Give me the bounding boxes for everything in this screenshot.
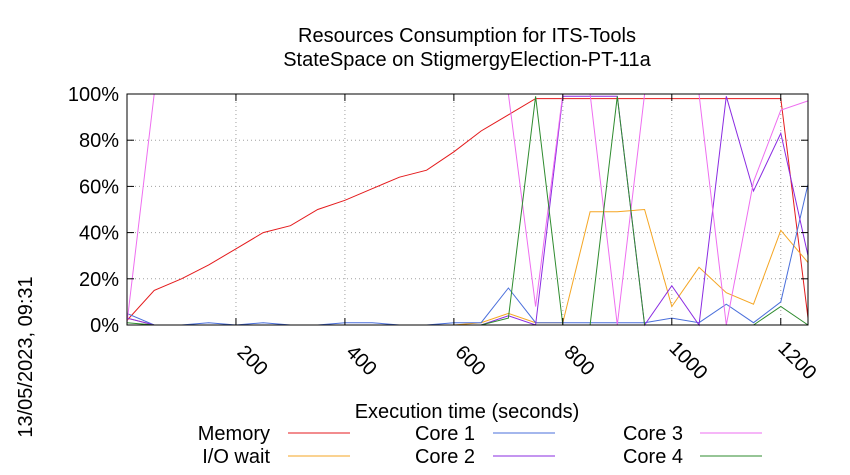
timestamp-label: 13/05/2023, 09:31 xyxy=(15,276,37,437)
x-tick-label: 400 xyxy=(342,341,381,380)
series-line-core-4 xyxy=(126,96,809,326)
x-tick-label: 200 xyxy=(233,341,272,380)
legend-label: Core 4 xyxy=(623,446,683,468)
y-tick-label: 100% xyxy=(68,84,119,106)
series-line-core-3 xyxy=(126,93,809,326)
legend-label: Core 3 xyxy=(623,423,683,445)
chart-title-line-1: Resources Consumption for ITS-Tools xyxy=(298,25,636,47)
x-tick-label: 800 xyxy=(560,341,599,380)
x-axis-label: Execution time (seconds) xyxy=(355,401,580,423)
legend-label: Memory xyxy=(198,423,270,445)
legend-label: Core 1 xyxy=(415,423,475,445)
y-tick-label: 80% xyxy=(79,130,119,152)
y-tick-label: 40% xyxy=(79,223,119,245)
y-tick-label: 20% xyxy=(79,269,119,291)
x-tick-label: 600 xyxy=(451,341,490,380)
x-tick-label: 1200 xyxy=(773,337,820,384)
series-line-core-1 xyxy=(126,183,809,326)
series-lines xyxy=(126,93,809,327)
grid-lines xyxy=(127,94,808,325)
chart-title-line-2: StateSpace on StigmergyElection-PT-11a xyxy=(283,49,651,71)
series-line-core-2 xyxy=(126,95,809,327)
x-tick-label: 1000 xyxy=(665,337,712,384)
plot-border xyxy=(126,93,809,326)
legend-label: Core 2 xyxy=(415,446,475,468)
series-line-memory xyxy=(126,98,809,321)
legend-label: I/O wait xyxy=(202,446,270,468)
y-axis-ticks: 0% 20% 40% 60% 80% 100% xyxy=(68,84,808,337)
y-tick-label: 60% xyxy=(79,176,119,198)
y-tick-label: 0% xyxy=(90,315,119,337)
